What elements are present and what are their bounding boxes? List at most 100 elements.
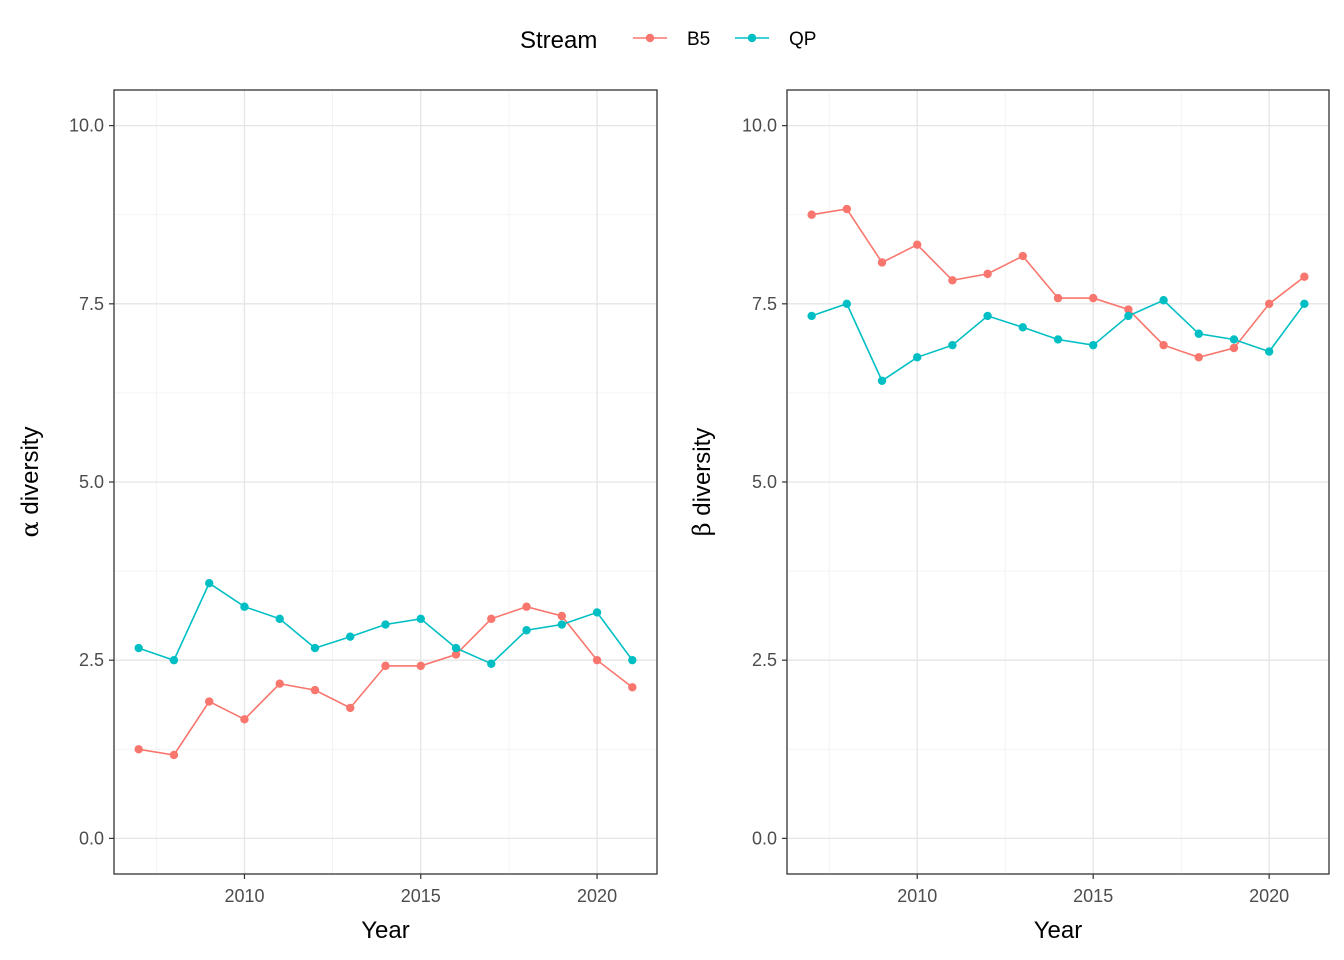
beta-series-b5-point bbox=[1264, 299, 1274, 309]
alpha-series-qp-point bbox=[310, 643, 320, 653]
alpha-series-b5-point bbox=[628, 683, 637, 692]
legend-key-qp bbox=[735, 33, 769, 43]
beta-series-qp-point bbox=[877, 376, 887, 385]
beta-series-qp-point bbox=[913, 353, 922, 362]
alpha-y-axis-symbol: α bbox=[16, 521, 44, 537]
beta-series-b5-point bbox=[1053, 293, 1063, 303]
beta-series-b5-point bbox=[1159, 340, 1168, 350]
alpha-y-tick-label: 10.0 bbox=[69, 116, 104, 136]
alpha-y-axis-title: α diversity bbox=[16, 427, 44, 538]
beta-series bbox=[807, 204, 1309, 385]
legend-key-qp-point bbox=[747, 33, 757, 43]
alpha-x-tick-label: 2010 bbox=[224, 886, 264, 906]
alpha-series-qp-point bbox=[557, 620, 566, 629]
beta-series-qp-point bbox=[1194, 329, 1203, 338]
beta-series-b5-point bbox=[983, 269, 992, 279]
alpha-series-b5-point bbox=[381, 661, 390, 671]
alpha-series-qp-point bbox=[346, 632, 355, 641]
beta-series-b5-point bbox=[1124, 305, 1133, 314]
alpha-x-axis: 2010 2015 2020 bbox=[224, 874, 617, 906]
alpha-series-b5-line bbox=[138, 605, 633, 756]
beta-series-qp-point bbox=[1229, 335, 1239, 344]
alpha-series-qp-point bbox=[416, 614, 425, 624]
alpha-x-axis-title: Year bbox=[361, 917, 410, 944]
beta-series-qp-point bbox=[1053, 335, 1063, 344]
alpha-series-qp-point bbox=[381, 620, 390, 629]
legend-label-b5: B5 bbox=[687, 29, 710, 50]
legend-key-b5-point bbox=[645, 33, 655, 43]
alpha-series-b5-point bbox=[522, 602, 531, 611]
beta-series-qp-point bbox=[1088, 340, 1098, 350]
beta-series-b5-point bbox=[807, 210, 816, 219]
beta-series-qp-point bbox=[1124, 311, 1133, 321]
beta-series-b5-point bbox=[913, 240, 922, 249]
beta-series-qp-point bbox=[1300, 299, 1309, 309]
legend-key-b5 bbox=[633, 33, 667, 43]
beta-series-qp-point bbox=[1159, 296, 1168, 305]
beta-y-tick-label: 5.0 bbox=[752, 472, 777, 492]
alpha-series-qp-point bbox=[275, 614, 284, 624]
alpha-series bbox=[134, 579, 637, 760]
alpha-series-qp-point bbox=[522, 626, 531, 635]
alpha-y-tick-label: 5.0 bbox=[79, 472, 104, 492]
legend: Stream B5 QP bbox=[520, 27, 816, 54]
beta-series-b5-point bbox=[1300, 272, 1309, 281]
alpha-series-qp-point bbox=[592, 608, 602, 617]
beta-series-b5-point bbox=[1018, 251, 1028, 261]
beta-diversity-panel: 0.0 2.5 5.0 7.5 10.0 2010 2015 2020 Year β div… bbox=[688, 89, 1330, 944]
beta-y-tick-label: 2.5 bbox=[752, 650, 777, 670]
beta-series-qp-point bbox=[948, 340, 957, 350]
alpha-series-b5-point bbox=[487, 614, 496, 624]
beta-x-axis-title: Year bbox=[1034, 917, 1083, 944]
alpha-series-qp-point bbox=[451, 643, 461, 653]
beta-y-axis-symbol: β bbox=[688, 522, 716, 536]
alpha-series-b5-point bbox=[169, 750, 179, 760]
beta-series-b5-point bbox=[1194, 353, 1203, 362]
alpha-x-tick-label: 2020 bbox=[577, 886, 617, 906]
beta-y-axis-title-text: diversity bbox=[689, 428, 716, 523]
alpha-series-qp-point bbox=[240, 602, 249, 611]
alpha-series-b5-point bbox=[416, 661, 425, 671]
alpha-series-b5-point bbox=[592, 655, 602, 665]
beta-y-axis-title: β diversity bbox=[688, 428, 716, 537]
alpha-series-qp-point bbox=[628, 655, 637, 665]
alpha-series-qp-point bbox=[205, 579, 214, 588]
beta-series-b5-point bbox=[877, 258, 887, 267]
alpha-y-tick-label: 7.5 bbox=[79, 294, 104, 314]
beta-series-b5-point bbox=[1229, 343, 1239, 353]
alpha-series-qp-point bbox=[169, 655, 179, 665]
beta-series-b5-line bbox=[811, 208, 1305, 359]
beta-series-qp-point bbox=[983, 311, 992, 321]
beta-y-tick-label: 0.0 bbox=[752, 828, 777, 848]
alpha-series-qp-point bbox=[134, 643, 143, 653]
beta-series-qp-point bbox=[1018, 323, 1028, 332]
beta-x-axis: 2010 2015 2020 bbox=[897, 874, 1289, 906]
alpha-series-b5-point bbox=[310, 685, 320, 695]
beta-grid bbox=[787, 90, 1329, 874]
alpha-series-b5-point bbox=[451, 650, 461, 659]
beta-y-tick-label: 10.0 bbox=[742, 116, 777, 136]
alpha-y-axis-title-text: diversity bbox=[17, 427, 44, 522]
beta-x-tick-label: 2020 bbox=[1249, 886, 1289, 906]
beta-x-tick-label: 2015 bbox=[1073, 886, 1113, 906]
alpha-diversity-panel: 0.0 2.5 5.0 7.5 10.0 2010 2015 2020 Year α div… bbox=[16, 89, 658, 944]
legend-label-qp: QP bbox=[789, 29, 816, 50]
legend-title: Stream bbox=[520, 27, 597, 54]
alpha-series-qp-point bbox=[487, 659, 496, 668]
alpha-series-b5-point bbox=[134, 745, 143, 754]
alpha-y-axis: 0.0 2.5 5.0 7.5 10.0 bbox=[69, 116, 114, 848]
alpha-series-b5-point bbox=[557, 611, 566, 621]
beta-series-b5-point bbox=[1088, 293, 1098, 303]
beta-series-qp-point bbox=[807, 311, 816, 321]
beta-series-qp-point bbox=[842, 299, 852, 309]
alpha-series-b5-point bbox=[205, 697, 214, 706]
beta-y-tick-label: 7.5 bbox=[752, 294, 777, 314]
alpha-series-b5-point bbox=[346, 703, 355, 713]
alpha-series-b5-point bbox=[240, 715, 249, 724]
alpha-y-tick-label: 0.0 bbox=[79, 828, 104, 848]
alpha-y-tick-label: 2.5 bbox=[79, 650, 104, 670]
beta-x-tick-label: 2010 bbox=[897, 886, 937, 906]
alpha-x-tick-label: 2015 bbox=[401, 886, 441, 906]
beta-y-axis: 0.0 2.5 5.0 7.5 10.0 bbox=[742, 116, 787, 848]
